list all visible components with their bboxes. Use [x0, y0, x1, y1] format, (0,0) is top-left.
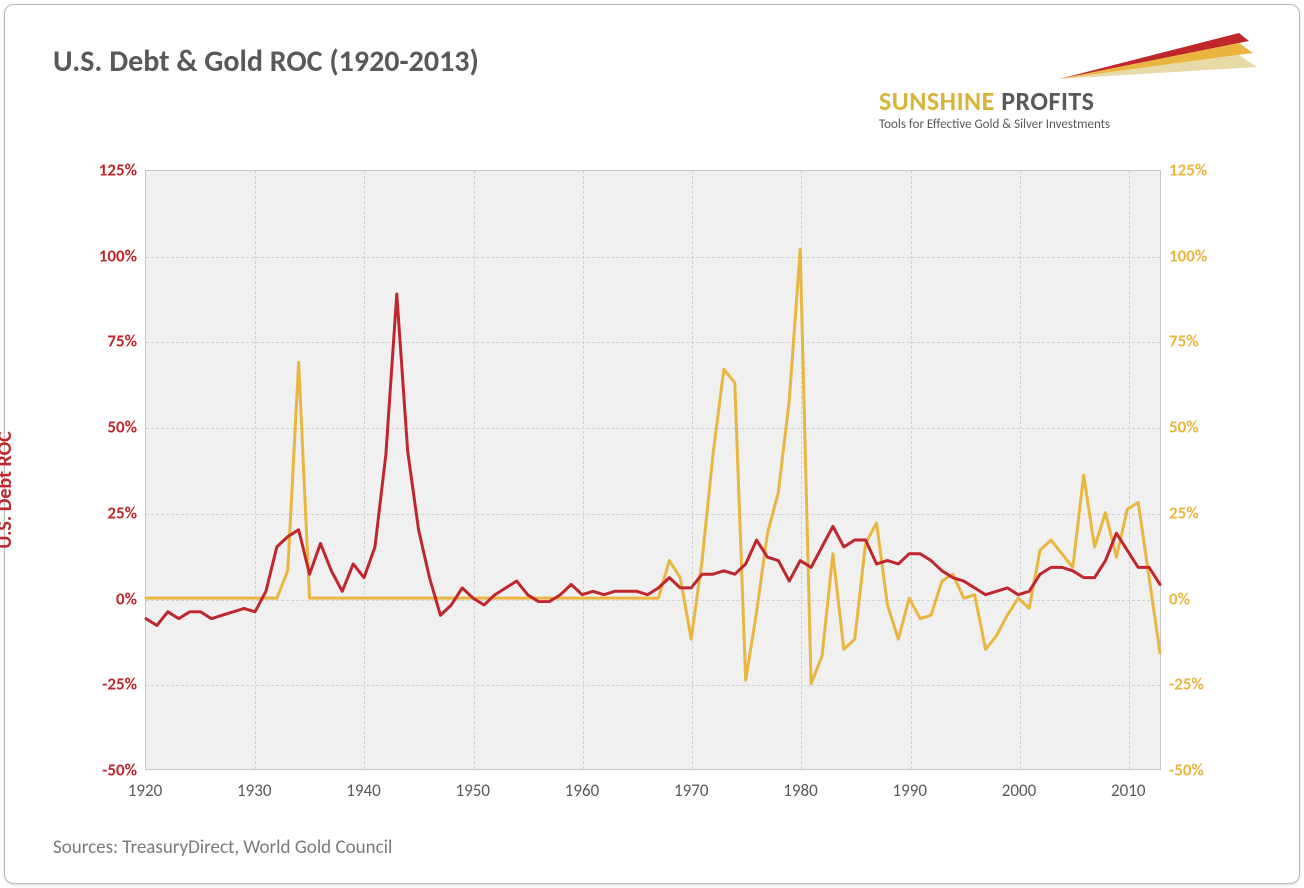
x-tick: 1980 [770, 780, 830, 801]
x-tick: 1940 [333, 780, 393, 801]
y-tick-right: 125% [1169, 160, 1249, 181]
y-tick-right: 0% [1169, 588, 1249, 609]
plot-wrap: U.S. Debt ROC Average Annual Gold Price … [53, 170, 1253, 810]
x-tick: 1930 [224, 780, 284, 801]
y-tick-left: -50% [57, 760, 137, 781]
y-tick-left: -25% [57, 674, 137, 695]
y-tick-left: 125% [57, 160, 137, 181]
x-tick: 2000 [989, 780, 1049, 801]
sources-text: Sources: TreasuryDirect, World Gold Coun… [53, 836, 392, 859]
x-tick: 1960 [552, 780, 612, 801]
plot-area [145, 170, 1161, 770]
y-tick-right: 50% [1169, 417, 1249, 438]
y-tick-left: 0% [57, 588, 137, 609]
series-line [146, 250, 1160, 684]
x-tick: 1950 [443, 780, 503, 801]
y-tick-left: 25% [57, 502, 137, 523]
chart-card: U.S. Debt & Gold ROC (1920-2013) SUNSHIN… [4, 4, 1300, 884]
y-tick-left: 50% [57, 417, 137, 438]
logo-tagline: Tools for Effective Gold & Silver Invest… [879, 117, 1110, 132]
y-tick-left: 100% [57, 245, 137, 266]
y-tick-right: 75% [1169, 331, 1249, 352]
series-line [146, 294, 1160, 625]
chart-title: U.S. Debt & Gold ROC (1920-2013) [53, 43, 479, 80]
chart-lines [146, 171, 1160, 769]
logo-brand-part1: SUNSHINE [879, 85, 995, 117]
x-tick: 1970 [661, 780, 721, 801]
y-tick-right: -25% [1169, 674, 1249, 695]
x-tick: 1920 [115, 780, 175, 801]
y-axis-left-label: U.S. Debt ROC [0, 431, 17, 548]
logo-brand-part2: PROFITS [995, 85, 1095, 117]
x-tick: 2010 [1098, 780, 1158, 801]
logo-brand: SUNSHINE PROFITS [879, 85, 1094, 117]
x-tick: 1990 [880, 780, 940, 801]
y-tick-left: 75% [57, 331, 137, 352]
brand-logo: SUNSHINE PROFITS Tools for Effective Gol… [879, 29, 1259, 139]
y-tick-right: 25% [1169, 502, 1249, 523]
y-tick-right: 100% [1169, 245, 1249, 266]
logo-rays-icon [879, 29, 1259, 84]
y-tick-right: -50% [1169, 760, 1249, 781]
